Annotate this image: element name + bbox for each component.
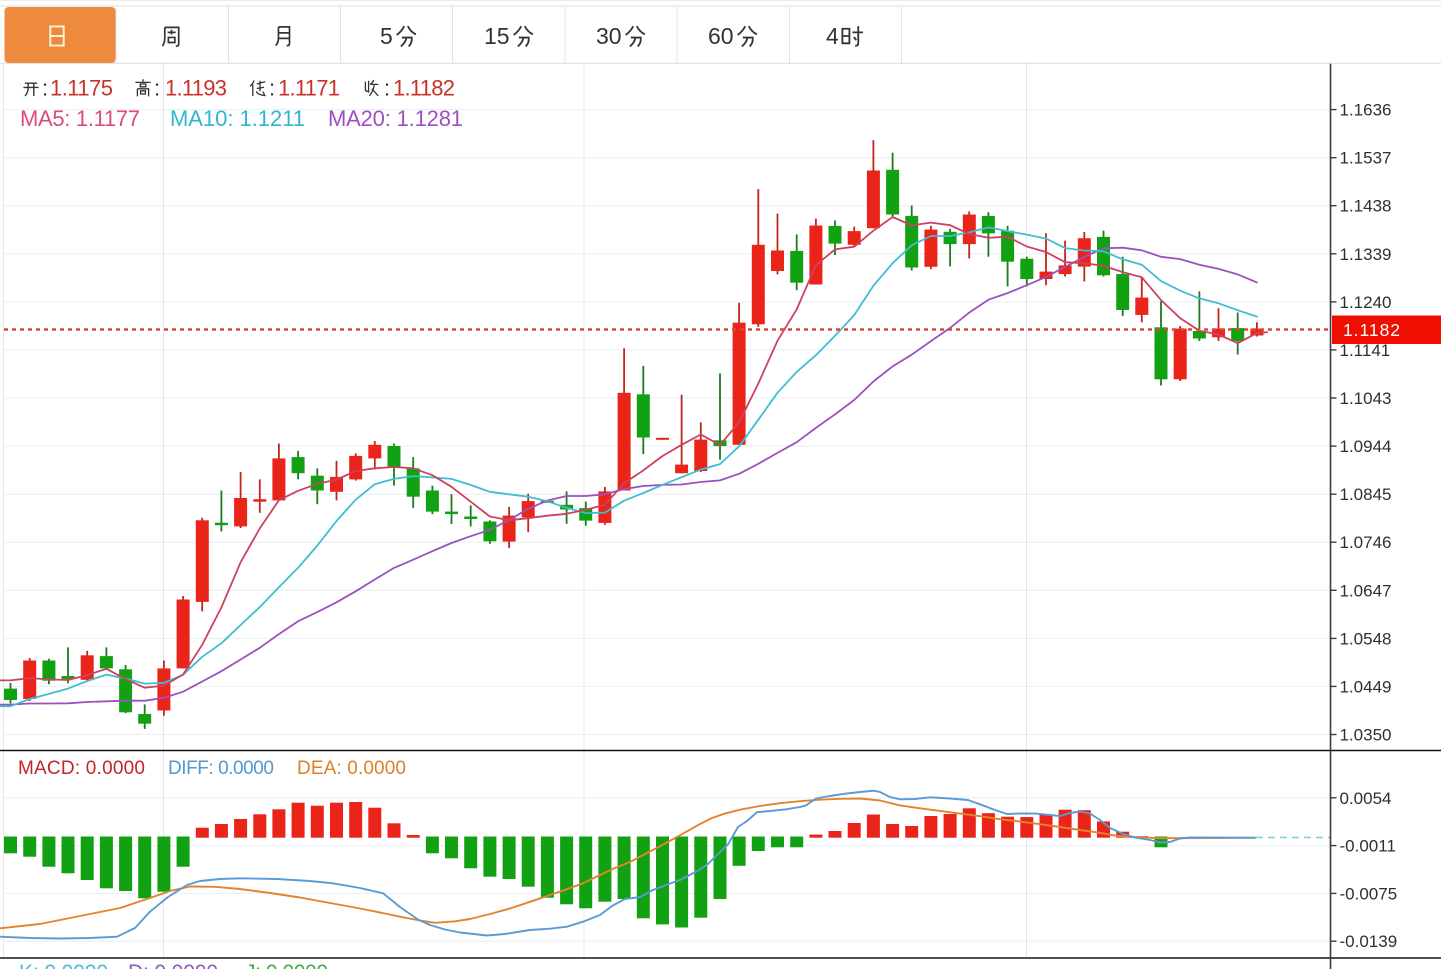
svg-text:1.0647: 1.0647 (1340, 581, 1392, 600)
svg-text:J: 0.0000: J: 0.0000 (245, 961, 328, 969)
svg-text:1.0449: 1.0449 (1340, 677, 1392, 696)
svg-text:5: 5 (380, 23, 393, 49)
svg-text:-0.0139: -0.0139 (1340, 932, 1398, 951)
svg-text:DEA: 0.0000: DEA: 0.0000 (297, 758, 406, 779)
svg-text:1.1537: 1.1537 (1340, 149, 1392, 168)
svg-text:D: 0.0000: D: 0.0000 (128, 961, 218, 969)
svg-text:1.0746: 1.0746 (1340, 533, 1392, 552)
svg-text:1.0548: 1.0548 (1340, 629, 1392, 648)
svg-text:60: 60 (708, 23, 734, 49)
svg-text:1.1240: 1.1240 (1340, 293, 1392, 312)
svg-text:1.1171: 1.1171 (278, 76, 340, 101)
svg-text:1.1175: 1.1175 (50, 76, 113, 101)
svg-text:1.1182: 1.1182 (1343, 320, 1400, 340)
svg-text::: : (42, 76, 48, 101)
svg-text:1.1193: 1.1193 (165, 76, 227, 101)
svg-text:30: 30 (596, 23, 622, 49)
svg-text:MA20: 1.1281: MA20: 1.1281 (328, 106, 463, 131)
svg-text:1.1182: 1.1182 (393, 76, 455, 101)
svg-text:15: 15 (484, 23, 510, 49)
svg-text:1.1141: 1.1141 (1340, 341, 1391, 360)
svg-text::: : (154, 76, 160, 101)
svg-text:1.1636: 1.1636 (1340, 101, 1392, 120)
svg-text:1.0350: 1.0350 (1340, 726, 1392, 745)
svg-text:1.0944: 1.0944 (1340, 437, 1392, 456)
svg-text:K: 0.0000: K: 0.0000 (19, 961, 108, 969)
svg-text:1.1339: 1.1339 (1340, 245, 1392, 264)
svg-text:0.0054: 0.0054 (1340, 789, 1392, 808)
svg-text:MA10: 1.1211: MA10: 1.1211 (170, 106, 305, 131)
svg-text:1.1438: 1.1438 (1340, 197, 1392, 216)
svg-text:1.0845: 1.0845 (1340, 485, 1392, 504)
svg-text:4: 4 (826, 23, 839, 49)
svg-text:-0.0011: -0.0011 (1340, 837, 1396, 856)
svg-text::: : (384, 76, 390, 101)
svg-text:MACD: 0.0000: MACD: 0.0000 (18, 758, 145, 779)
svg-text:-0.0075: -0.0075 (1340, 884, 1398, 903)
svg-text:DIFF: 0.0000: DIFF: 0.0000 (168, 758, 274, 779)
svg-text::: : (269, 76, 275, 101)
svg-text:MA5: 1.1177: MA5: 1.1177 (20, 106, 140, 131)
svg-text:1.1043: 1.1043 (1340, 389, 1392, 408)
